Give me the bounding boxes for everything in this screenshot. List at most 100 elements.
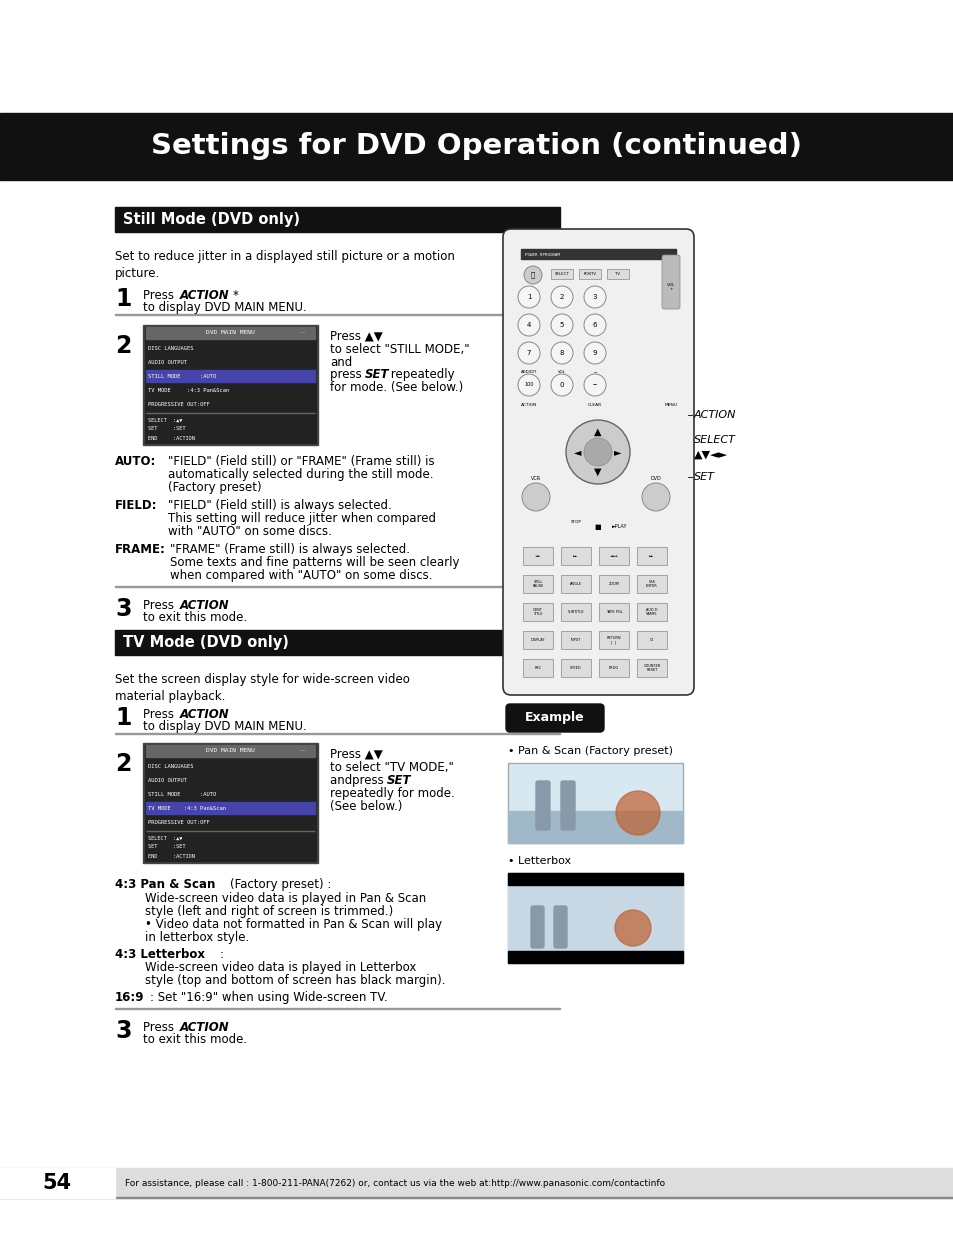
Text: 9: 9 xyxy=(592,350,597,356)
Text: FIELD:: FIELD: xyxy=(115,499,157,513)
Circle shape xyxy=(551,342,573,364)
Bar xyxy=(143,325,317,445)
Text: TV: TV xyxy=(615,272,619,275)
Circle shape xyxy=(583,314,605,336)
Circle shape xyxy=(641,483,669,511)
Text: STILL MODE      :AUTO: STILL MODE :AUTO xyxy=(148,373,216,378)
Text: END     :ACTION: END :ACTION xyxy=(148,436,194,441)
Bar xyxy=(578,269,600,279)
Bar xyxy=(637,547,666,564)
Text: ~~: ~~ xyxy=(299,748,306,753)
Text: AUTO:: AUTO: xyxy=(115,454,156,468)
Text: 4:3 Pan & Scan: 4:3 Pan & Scan xyxy=(115,878,215,890)
Text: SELECT  :▲▼: SELECT :▲▼ xyxy=(148,417,182,422)
Text: SELECT: SELECT xyxy=(693,435,735,445)
Bar xyxy=(146,370,314,382)
Text: –: – xyxy=(593,369,597,375)
Text: SUBTITLE: SUBTITLE xyxy=(567,610,583,614)
Text: to select "STILL MODE,": to select "STILL MODE," xyxy=(330,343,469,356)
Text: AUD D
SAMPL: AUD D SAMPL xyxy=(645,608,658,616)
Bar xyxy=(145,327,315,443)
Text: PROGRESSIVE OUT:OFF: PROGRESSIVE OUT:OFF xyxy=(148,401,210,406)
Text: • Letterbox: • Letterbox xyxy=(507,856,571,866)
Text: Still Mode (DVD only): Still Mode (DVD only) xyxy=(123,212,299,227)
Text: 0: 0 xyxy=(559,382,563,388)
Text: : Set "16:9" when using Wide-screen TV.: : Set "16:9" when using Wide-screen TV. xyxy=(150,990,387,1004)
Text: VOL: VOL xyxy=(558,370,565,374)
FancyBboxPatch shape xyxy=(560,781,575,830)
Text: ACTION: ACTION xyxy=(520,403,537,408)
Text: automatically selected during the still mode.: automatically selected during the still … xyxy=(168,468,433,480)
Circle shape xyxy=(523,266,541,284)
Text: 2: 2 xyxy=(115,333,132,358)
Text: ⏻: ⏻ xyxy=(530,272,535,278)
Text: SELECT: SELECT xyxy=(554,272,569,275)
Bar xyxy=(143,743,317,863)
Bar xyxy=(551,269,573,279)
Text: Press: Press xyxy=(143,289,177,303)
FancyBboxPatch shape xyxy=(554,906,566,948)
Circle shape xyxy=(551,314,573,336)
Text: ▲: ▲ xyxy=(594,427,601,437)
Text: FRAME:: FRAME: xyxy=(115,543,166,556)
Text: STILL MODE      :AUTO: STILL MODE :AUTO xyxy=(148,792,216,797)
Bar xyxy=(507,885,682,951)
Text: repeatedly for mode.: repeatedly for mode. xyxy=(330,787,455,800)
Bar xyxy=(598,576,628,593)
Text: DVD: DVD xyxy=(650,477,660,482)
Bar xyxy=(560,576,590,593)
Text: AUDIO OUTPUT: AUDIO OUTPUT xyxy=(148,359,187,364)
Text: DISC LANGUAGES: DISC LANGUAGES xyxy=(148,346,193,351)
Bar xyxy=(637,659,666,677)
Text: ACTION: ACTION xyxy=(180,289,230,303)
Bar xyxy=(115,207,559,232)
Text: SET: SET xyxy=(365,368,389,382)
Text: style (top and bottom of screen has black margin).: style (top and bottom of screen has blac… xyxy=(145,974,445,987)
Text: VCR: VCR xyxy=(531,477,540,482)
Text: with "AUTO" on some discs.: with "AUTO" on some discs. xyxy=(168,525,332,538)
Circle shape xyxy=(517,287,539,308)
Text: VSS
ENTER: VSS ENTER xyxy=(645,579,658,588)
Text: 54: 54 xyxy=(42,1173,71,1193)
Text: (Factory preset) :: (Factory preset) : xyxy=(230,878,331,890)
Text: PROG: PROG xyxy=(608,666,618,671)
Text: ACTION: ACTION xyxy=(180,1021,230,1034)
Circle shape xyxy=(583,287,605,308)
Text: STOP: STOP xyxy=(570,520,580,524)
Circle shape xyxy=(517,374,539,396)
Bar xyxy=(0,1168,953,1198)
Circle shape xyxy=(616,790,659,835)
Text: ANGLE: ANGLE xyxy=(569,582,581,585)
Bar xyxy=(560,547,590,564)
Text: Press: Press xyxy=(143,1021,177,1034)
Bar xyxy=(598,659,628,677)
Text: Settings for DVD Operation (continued): Settings for DVD Operation (continued) xyxy=(152,132,801,161)
Bar xyxy=(507,873,682,885)
Text: TV MODE    :4:3 Pan&Scan: TV MODE :4:3 Pan&Scan xyxy=(148,805,226,810)
Bar xyxy=(0,112,953,180)
Text: • Pan & Scan (Factory preset): • Pan & Scan (Factory preset) xyxy=(507,746,672,756)
Text: to display DVD MAIN MENU.: to display DVD MAIN MENU. xyxy=(143,720,307,734)
Circle shape xyxy=(551,287,573,308)
Text: SET: SET xyxy=(387,774,411,787)
Text: ►►: ►► xyxy=(649,555,654,558)
Circle shape xyxy=(615,910,650,946)
Text: VOL
+: VOL + xyxy=(666,283,675,291)
Bar xyxy=(598,631,628,650)
Text: ◄◄: ◄◄ xyxy=(535,555,540,558)
Circle shape xyxy=(583,342,605,364)
Text: (See below.): (See below.) xyxy=(330,800,402,813)
Text: ◄◄◄: ◄◄◄ xyxy=(609,555,618,558)
Circle shape xyxy=(521,483,550,511)
Bar xyxy=(0,1197,953,1198)
Text: DISPLAY: DISPLAY xyxy=(530,638,545,642)
Text: ACTION: ACTION xyxy=(180,599,230,613)
Text: POWER RPROGRAM: POWER RPROGRAM xyxy=(524,253,559,257)
Text: CLEAR: CLEAR xyxy=(587,403,601,408)
Text: AUDIO OUTPUT: AUDIO OUTPUT xyxy=(148,778,187,783)
Text: 3: 3 xyxy=(115,1019,132,1044)
Text: RETURN
[  ]: RETURN [ ] xyxy=(606,636,620,645)
Text: Example: Example xyxy=(525,711,584,725)
Text: Some texts and fine patterns will be seen clearly: Some texts and fine patterns will be see… xyxy=(170,556,459,569)
Text: in letterbox style.: in letterbox style. xyxy=(145,931,249,944)
